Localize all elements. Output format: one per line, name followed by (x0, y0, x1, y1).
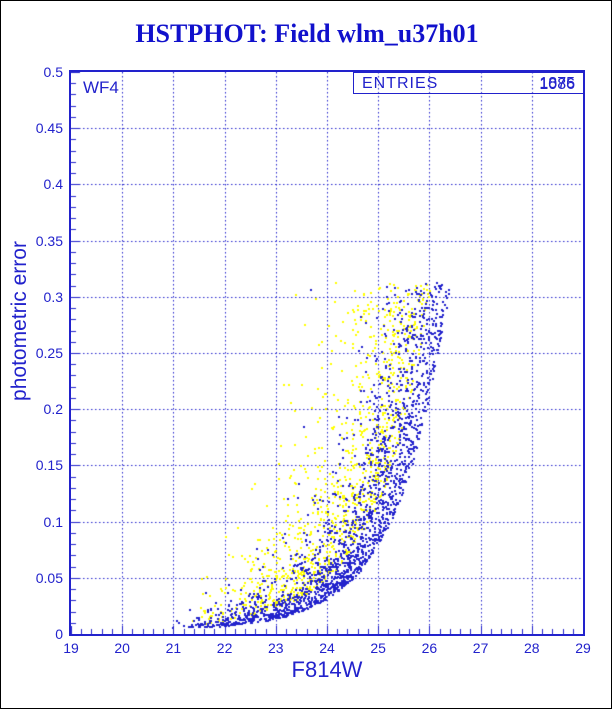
x-tick-label-25: 25 (370, 640, 386, 656)
y-tick-label-0.2: 0.2 (43, 401, 63, 418)
x-tick-label-29: 29 (575, 640, 591, 656)
entries-value-primary: 1875 (539, 75, 575, 92)
entries-box: ENTRIES 1875 1086 (353, 72, 584, 94)
y-tick-label-0.35: 0.35 (35, 232, 63, 249)
entries-label: ENTRIES (362, 75, 439, 92)
x-axis-title: F814W (291, 657, 363, 682)
x-tick-label-19: 19 (63, 640, 79, 656)
y-tick-label-0.25: 0.25 (35, 345, 63, 361)
x-tick-label-26: 26 (421, 640, 438, 656)
plot-frame (69, 70, 585, 636)
y-tick-label-0.45: 0.45 (35, 120, 63, 137)
chip-label: WF4 (83, 78, 119, 97)
x-tick-label-22: 22 (216, 640, 233, 656)
y-tick-label-0.15: 0.15 (35, 457, 63, 474)
y-tick-label-0.05: 0.05 (35, 569, 63, 586)
x-tick-label-20: 20 (114, 640, 130, 656)
x-tick-label-21: 21 (165, 640, 182, 656)
y-tick-label-0: 0 (55, 626, 63, 642)
x-tick-label-24: 24 (319, 640, 335, 656)
x-tick-label-28: 28 (524, 640, 540, 656)
entries-value-secondary: 1086 (539, 76, 575, 93)
y-tick-label-0.4: 0.4 (43, 176, 63, 193)
x-tick-label-27: 27 (472, 640, 489, 656)
y-tick-label-0.1: 0.1 (43, 513, 63, 530)
x-tick-label-23: 23 (268, 640, 284, 656)
y-tick-label-0.5: 0.5 (43, 64, 63, 80)
scatter-canvas (71, 72, 583, 634)
y-tick-label-0.3: 0.3 (43, 288, 63, 305)
plot-title: HSTPHOT: Field wlm_u37h01 (135, 19, 479, 48)
